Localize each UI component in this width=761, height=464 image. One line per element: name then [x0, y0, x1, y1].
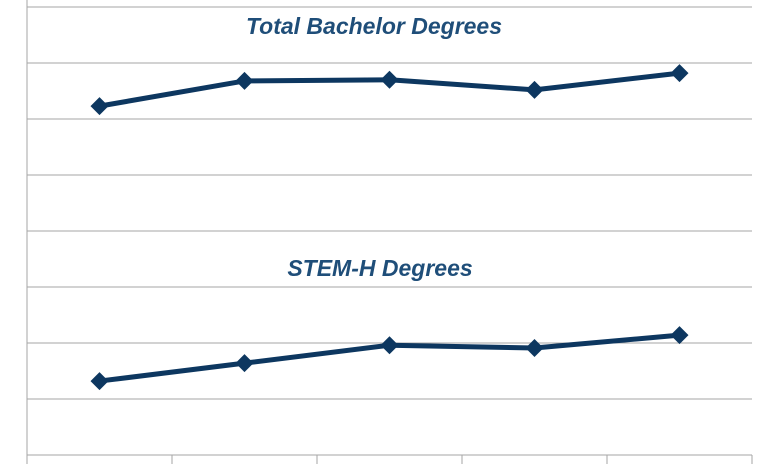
- annotation: STEM-H Degrees: [287, 255, 472, 281]
- marker: [670, 64, 689, 83]
- marker: [90, 97, 109, 116]
- marker: [235, 354, 254, 373]
- marker: [380, 336, 399, 355]
- marker: [90, 372, 109, 391]
- marker: [235, 71, 254, 90]
- marker: [380, 70, 399, 89]
- marker: [525, 339, 544, 358]
- marker: [525, 80, 544, 99]
- marker: [670, 326, 689, 345]
- annotation: Total Bachelor Degrees: [246, 13, 502, 39]
